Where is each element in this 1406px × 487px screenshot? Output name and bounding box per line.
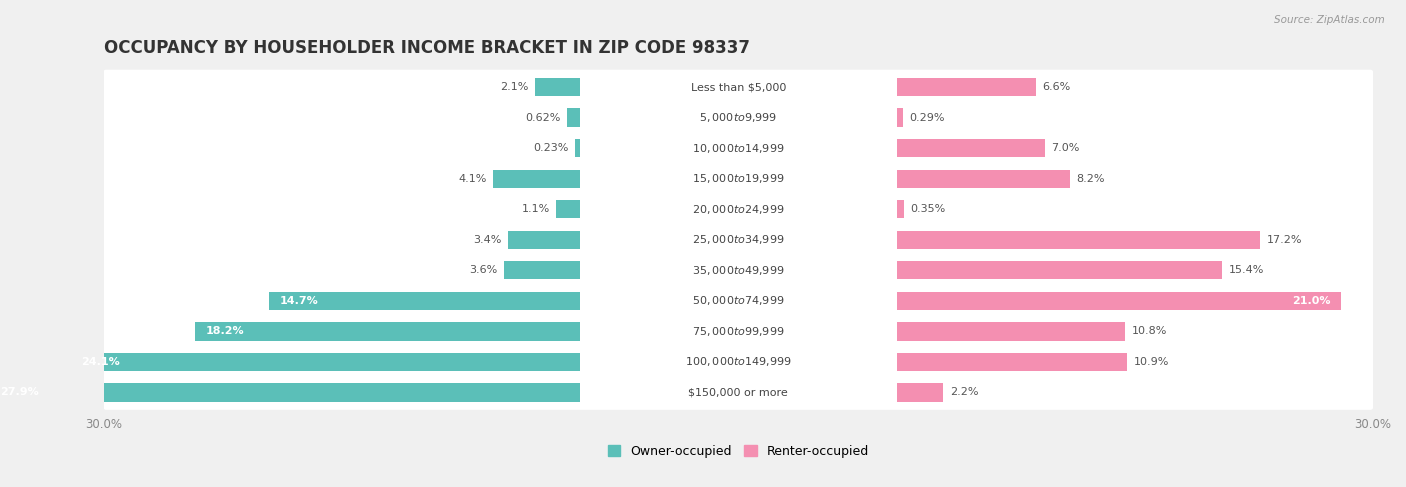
Bar	[897, 169, 1070, 188]
Text: 0.62%: 0.62%	[524, 112, 560, 123]
Bar	[897, 322, 1125, 340]
Bar	[494, 169, 579, 188]
FancyBboxPatch shape	[103, 375, 1374, 410]
Bar	[0, 383, 579, 402]
Text: 0.29%: 0.29%	[910, 112, 945, 123]
FancyBboxPatch shape	[103, 223, 1374, 257]
Text: OCCUPANCY BY HOUSEHOLDER INCOME BRACKET IN ZIP CODE 98337: OCCUPANCY BY HOUSEHOLDER INCOME BRACKET …	[104, 39, 749, 57]
Text: $100,000 to $149,999: $100,000 to $149,999	[685, 356, 792, 368]
Bar	[70, 353, 579, 371]
Text: Less than $5,000: Less than $5,000	[690, 82, 786, 92]
Text: 21.0%: 21.0%	[1292, 296, 1330, 306]
Text: 10.8%: 10.8%	[1132, 326, 1167, 337]
Bar	[897, 292, 1341, 310]
Bar	[897, 139, 1045, 157]
Bar	[503, 261, 579, 280]
FancyBboxPatch shape	[103, 192, 1374, 226]
Text: 7.0%: 7.0%	[1052, 143, 1080, 153]
Text: $15,000 to $19,999: $15,000 to $19,999	[692, 172, 785, 185]
FancyBboxPatch shape	[103, 314, 1374, 349]
Text: 0.23%: 0.23%	[533, 143, 568, 153]
Text: $35,000 to $49,999: $35,000 to $49,999	[692, 264, 785, 277]
Bar	[567, 109, 579, 127]
Text: 4.1%: 4.1%	[458, 174, 486, 184]
Bar	[897, 109, 903, 127]
Text: $150,000 or more: $150,000 or more	[689, 388, 789, 397]
Text: 6.6%: 6.6%	[1043, 82, 1071, 92]
Text: 3.6%: 3.6%	[470, 265, 498, 275]
Bar	[897, 353, 1128, 371]
Text: $25,000 to $34,999: $25,000 to $34,999	[692, 233, 785, 246]
FancyBboxPatch shape	[103, 131, 1374, 166]
FancyBboxPatch shape	[103, 253, 1374, 288]
Bar	[575, 139, 579, 157]
Text: 2.1%: 2.1%	[501, 82, 529, 92]
FancyBboxPatch shape	[103, 161, 1374, 196]
Text: $20,000 to $24,999: $20,000 to $24,999	[692, 203, 785, 216]
FancyBboxPatch shape	[103, 70, 1374, 105]
Text: $5,000 to $9,999: $5,000 to $9,999	[699, 111, 778, 124]
Text: $75,000 to $99,999: $75,000 to $99,999	[692, 325, 785, 338]
Text: 8.2%: 8.2%	[1077, 174, 1105, 184]
Text: $50,000 to $74,999: $50,000 to $74,999	[692, 294, 785, 307]
Text: 0.35%: 0.35%	[911, 204, 946, 214]
FancyBboxPatch shape	[103, 344, 1374, 379]
Bar	[897, 78, 1036, 96]
Bar	[195, 322, 579, 340]
FancyBboxPatch shape	[103, 283, 1374, 318]
Bar	[508, 230, 579, 249]
FancyBboxPatch shape	[103, 100, 1374, 135]
Bar	[536, 78, 579, 96]
Bar	[897, 383, 943, 402]
Bar	[897, 230, 1260, 249]
Text: 3.4%: 3.4%	[472, 235, 502, 245]
Text: 24.1%: 24.1%	[80, 357, 120, 367]
Bar	[269, 292, 579, 310]
Text: Source: ZipAtlas.com: Source: ZipAtlas.com	[1274, 15, 1385, 25]
Bar	[557, 200, 579, 218]
Text: 2.2%: 2.2%	[949, 388, 979, 397]
Text: 10.9%: 10.9%	[1133, 357, 1168, 367]
Legend: Owner-occupied, Renter-occupied: Owner-occupied, Renter-occupied	[607, 445, 869, 458]
Text: 27.9%: 27.9%	[0, 388, 39, 397]
Text: 14.7%: 14.7%	[280, 296, 318, 306]
Text: $10,000 to $14,999: $10,000 to $14,999	[692, 142, 785, 155]
Text: 17.2%: 17.2%	[1267, 235, 1302, 245]
Bar	[897, 261, 1222, 280]
Text: 15.4%: 15.4%	[1229, 265, 1264, 275]
Bar	[897, 200, 904, 218]
Text: 18.2%: 18.2%	[205, 326, 245, 337]
Text: 1.1%: 1.1%	[522, 204, 550, 214]
